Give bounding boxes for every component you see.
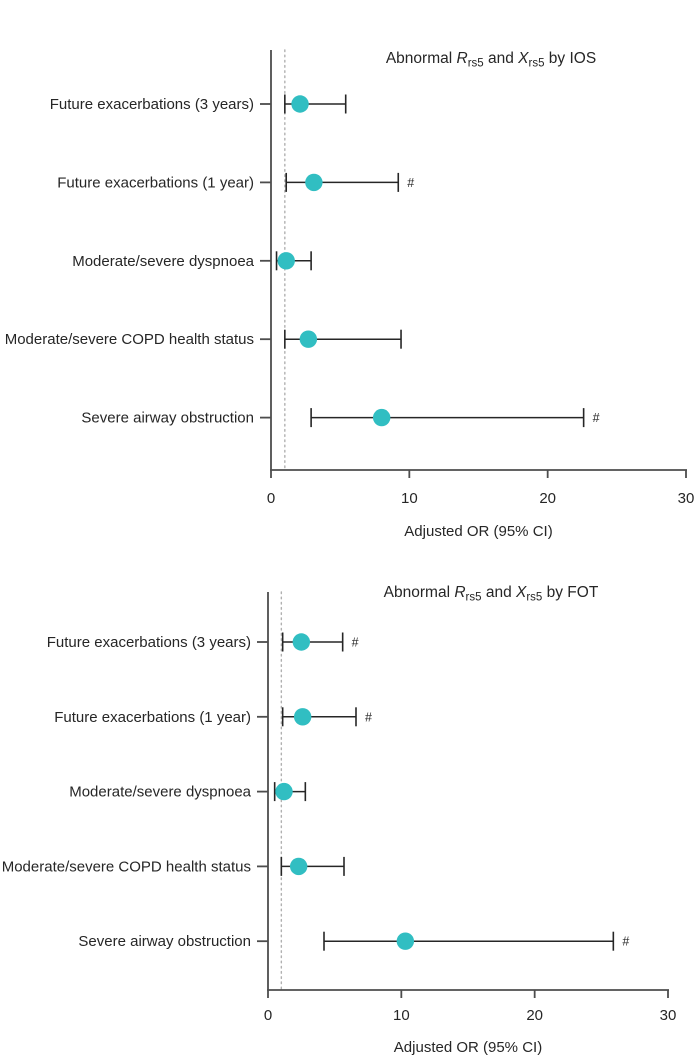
- x-tick-label: 30: [678, 490, 695, 507]
- forest-plot-ios: Abnormal Rrs5 and Xrs5 by IOS 0 10 20 30 Adju…: [5, 49, 695, 540]
- x-tick-label: 0: [267, 490, 275, 507]
- plot-title-fot: Abnormal Rrs5 and Xrs5 by FOT: [384, 584, 599, 604]
- forest-row: Moderate/severe dyspnoea: [69, 782, 307, 802]
- odds-ratio-point: [275, 782, 293, 801]
- forest-row: Moderate/severe COPD health status: [2, 856, 345, 876]
- forest-row: Severe airway obstruction #: [81, 408, 600, 428]
- category-label: Future exacerbations (1 year): [54, 709, 251, 726]
- x-axis-label: Adjusted OR (95% CI): [404, 523, 552, 540]
- x-tick-label: 20: [539, 490, 556, 507]
- significance-marker: #: [407, 176, 414, 190]
- plot-title-part: by FOT: [542, 584, 599, 601]
- odds-ratio-point: [305, 173, 323, 192]
- odds-ratio-point: [289, 857, 308, 876]
- plot-title-part: rs5: [468, 58, 484, 70]
- x-tick-label: 10: [401, 490, 418, 507]
- forest-row: Future exacerbations (3 years): [50, 94, 347, 114]
- x-axis-label: Adjusted OR (95% CI): [394, 1039, 542, 1056]
- forest-row: Moderate/severe dyspnoea: [72, 251, 312, 271]
- plot-title-part: and: [482, 584, 516, 601]
- significance-marker: #: [593, 411, 600, 425]
- plot-title-part: rs5: [466, 592, 482, 604]
- category-label: Moderate/severe COPD health status: [5, 331, 254, 348]
- plot-title-part: Abnormal: [386, 50, 457, 67]
- plot-title-ios: Abnormal Rrs5 and Xrs5 by IOS: [386, 50, 596, 70]
- category-label: Severe airway obstruction: [81, 410, 254, 427]
- plot-title-part: X: [515, 584, 527, 601]
- forest-row: Future exacerbations (3 years) #: [47, 632, 359, 652]
- significance-marker: #: [622, 935, 629, 949]
- plot-title-part: R: [454, 584, 465, 601]
- odds-ratio-point: [293, 708, 312, 726]
- odds-ratio-point: [292, 633, 311, 651]
- forest-plot-fot: Abnormal Rrs5 and Xrs5 by FOT 0 10 20 30 Adju…: [2, 584, 677, 1056]
- significance-marker: #: [365, 710, 372, 724]
- plot-title-part: Abnormal: [384, 584, 455, 601]
- plot-title-part: rs5: [526, 592, 542, 604]
- category-label: Severe airway obstruction: [78, 933, 251, 950]
- plot-title-part: X: [517, 50, 529, 67]
- plot-title-part: rs5: [529, 58, 545, 70]
- plot-title-part: R: [456, 50, 467, 67]
- odds-ratio-point: [277, 252, 295, 270]
- plot-title-part: by IOS: [544, 50, 596, 67]
- forest-row: Moderate/severe COPD health status: [5, 329, 402, 349]
- category-label: Moderate/severe COPD health status: [2, 858, 251, 875]
- x-tick-label: 0: [264, 1007, 272, 1024]
- category-label: Future exacerbations (3 years): [47, 634, 251, 651]
- category-label: Moderate/severe dyspnoea: [69, 784, 251, 801]
- significance-marker: #: [352, 636, 359, 650]
- category-label: Moderate/severe dyspnoea: [72, 253, 254, 270]
- x-tick-label: 10: [393, 1007, 410, 1024]
- odds-ratio-point: [396, 932, 415, 950]
- forest-row: Severe airway obstruction #: [78, 931, 629, 951]
- x-tick-label: 30: [660, 1007, 677, 1024]
- x-tick-label: 20: [526, 1007, 543, 1024]
- plot-title-part: and: [484, 50, 518, 67]
- odds-ratio-point: [299, 330, 318, 348]
- odds-ratio-point: [372, 408, 391, 427]
- category-label: Future exacerbations (1 year): [57, 174, 254, 191]
- category-label: Future exacerbations (3 years): [50, 96, 254, 113]
- odds-ratio-point: [291, 95, 309, 113]
- forest-row: Future exacerbations (1 year) #: [54, 707, 372, 727]
- forest-row: Future exacerbations (1 year) #: [57, 172, 414, 192]
